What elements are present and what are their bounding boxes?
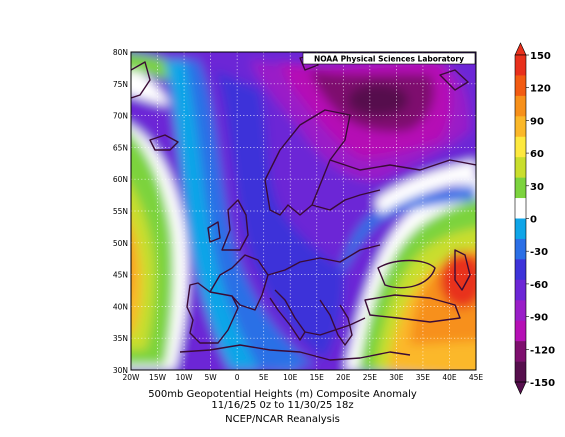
longitude-tick-label: 5W	[205, 373, 218, 382]
colorbar-tick-label: -60	[530, 280, 548, 291]
longitude-tick-label: 20E	[336, 373, 351, 382]
caption-date-range: 11/16/25 0z to 11/30/25 18z	[211, 400, 354, 411]
longitude-tick-labels: 20W 15W 10W 5W 0 5E 10E 15E 20E 25E 30E 35E 40E 45E	[123, 373, 484, 382]
colorbar-tick-label: -90	[530, 313, 548, 324]
colorbar-tick-label: 120	[530, 84, 551, 95]
map-frame	[130, 51, 477, 371]
source-label: NOAA Physical Sciences Laboratory	[314, 55, 464, 64]
latitude-tick-label: 50N	[113, 239, 128, 248]
coastlines	[131, 54, 476, 361]
colorbar-max-arrow	[514, 42, 527, 56]
longitude-tick-label: 45E	[469, 373, 484, 382]
colorbar-tick-label: 30	[530, 182, 544, 193]
longitude-tick-label: 20W	[123, 373, 141, 382]
longitude-tick-label: 25E	[363, 373, 378, 382]
longitude-tick-label: 10W	[176, 373, 194, 382]
colorbar: 150 120 90 60 30 0 -30 -60 -90 -120 -150	[514, 42, 555, 395]
colorbar-swatch	[515, 320, 526, 342]
longitude-tick-label: 35E	[416, 373, 431, 382]
colorbar-swatch	[515, 116, 526, 138]
longitude-tick-label: 30E	[389, 373, 404, 382]
latitude-tick-labels: 30N 35N 40N 45N 50N 55N 60N 65N 70N 75N 80N	[113, 48, 128, 375]
colorbar-swatch	[515, 136, 526, 158]
longitude-tick-label: 5E	[259, 373, 269, 382]
longitude-tick-label: 0	[235, 373, 240, 382]
colorbar-swatch	[515, 300, 526, 321]
colorbar-tick-label: 60	[530, 149, 544, 160]
latitude-tick-label: 80N	[113, 48, 128, 57]
source-label-box: NOAA Physical Sciences Laboratory	[302, 52, 476, 65]
colorbar-tick-label: -120	[530, 345, 555, 356]
caption-title: 500mb Geopotential Heights (m) Composite…	[148, 389, 417, 400]
latitude-tick-label: 35N	[113, 334, 128, 343]
colorbar-tick-label: -30	[530, 247, 548, 258]
colorbar-swatch	[515, 279, 526, 301]
latitude-tick-label: 65N	[113, 143, 128, 152]
longitude-tick-label: 15W	[149, 373, 167, 382]
latitude-tick-label: 70N	[113, 112, 128, 121]
colorbar-swatch	[515, 75, 526, 97]
longitude-tick-label: 40E	[442, 373, 457, 382]
colorbar-swatch	[515, 95, 526, 117]
latitude-tick-label: 55N	[113, 207, 128, 216]
colorbar-swatch	[515, 177, 526, 199]
colorbar-tick-label: 150	[530, 51, 551, 62]
latitude-tick-label: 45N	[113, 271, 128, 280]
colorbar-swatch	[515, 361, 526, 383]
colorbar-swatch	[515, 259, 526, 281]
latitude-tick-label: 75N	[113, 80, 128, 89]
latitude-tick-label: 40N	[113, 302, 128, 311]
colorbar-swatch	[515, 218, 526, 240]
colorbar-swatch	[515, 238, 526, 260]
latitude-tick-label: 60N	[113, 175, 128, 184]
longitude-tick-label: 15E	[310, 373, 325, 382]
colorbar-swatch	[515, 55, 526, 76]
longitude-tick-label: 10E	[283, 373, 298, 382]
latitude-tick-label: 30N	[113, 366, 128, 375]
colorbar-tick-label: 0	[530, 215, 537, 226]
colorbar-swatch	[515, 341, 526, 362]
colorbar-tick-label: -150	[530, 378, 555, 389]
colorbar-swatch	[515, 157, 526, 178]
colorbar-swatch	[515, 198, 526, 219]
colorbar-tick-label: 90	[530, 116, 544, 127]
anomaly-field	[131, 52, 476, 370]
caption-dataset: NCEP/NCAR Reanalysis	[225, 414, 340, 425]
